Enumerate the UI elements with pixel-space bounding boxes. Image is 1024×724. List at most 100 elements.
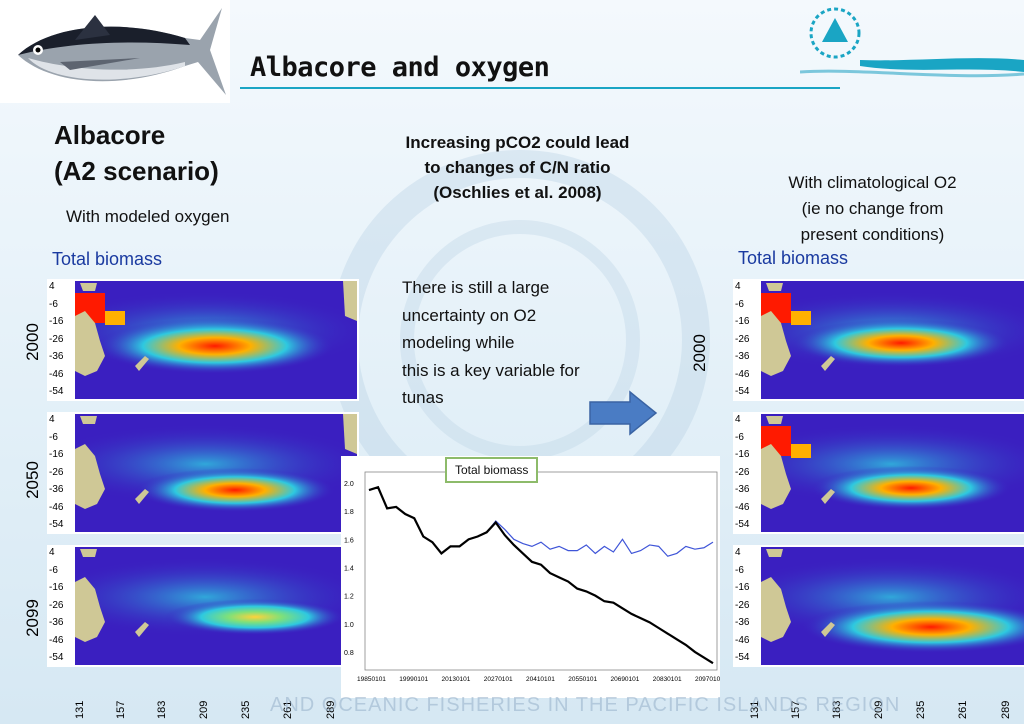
y-tick-label: 0.8 — [344, 650, 354, 657]
right-subtitle: With climatological O2 (ie no change fro… — [760, 170, 985, 248]
y-tick: -26 — [735, 599, 750, 611]
y-tick: -6 — [735, 564, 744, 576]
x-tick-label: 19850101 — [357, 676, 386, 683]
y-tick: -46 — [735, 634, 750, 646]
y-tick-label: 1.0 — [344, 622, 354, 629]
y-tick: -6 — [735, 431, 744, 443]
y-tick: -6 — [49, 564, 58, 576]
y-tick-label: 1.6 — [344, 537, 354, 544]
y-tick: -54 — [735, 652, 750, 663]
y-tick: 4 — [735, 281, 741, 292]
plot-frame — [364, 471, 718, 671]
y-tick: -26 — [49, 599, 64, 611]
x-tick: 235 — [915, 700, 927, 719]
heading-line-1: Albacore — [54, 120, 166, 150]
biomass-chart-svg: 2.0 1.8 1.6 1.4 1.2 1.0 0.8 19850101 19990101 201… — [344, 471, 724, 683]
y-tick: -46 — [49, 501, 64, 513]
x-tick-label: 20130101 — [441, 676, 470, 683]
y-tick: -36 — [735, 617, 750, 628]
biomass-line-chart: 2.0 1.8 1.6 1.4 1.2 1.0 0.8 19850101 19990101 201… — [341, 456, 724, 698]
biomass-map-panel: 4 -6 -16 -26 -36 -46 -54 — [47, 279, 359, 401]
uncertainty-line-1: There is still a large — [402, 278, 550, 297]
y-tick: -54 — [735, 386, 750, 397]
y-tick: -36 — [735, 484, 750, 495]
note-line-1: Increasing pCO2 could lead — [405, 133, 630, 152]
y-tick: 4 — [735, 414, 741, 425]
y-tick: 4 — [49, 547, 55, 558]
x-tick-label: 19990101 — [399, 676, 428, 683]
year-label-right-2000: 2000 — [689, 334, 709, 372]
y-tick: -54 — [49, 386, 64, 397]
uncertainty-line-4: this is a key variable for — [402, 360, 580, 380]
right-arrow-icon — [588, 390, 658, 441]
y-tick: -54 — [49, 519, 64, 530]
note-line-3: (Oschlies et al. 2008) — [433, 183, 602, 202]
x-tick: 131 — [74, 700, 86, 719]
year-label-left-2099: 2099 — [22, 599, 42, 637]
y-tick: -26 — [735, 466, 750, 478]
x-tick-label: 20550101 — [568, 676, 597, 683]
x-tick-label: 20830101 — [653, 676, 682, 683]
x-tick: 289 — [1000, 700, 1012, 719]
right-subtitle-line-2: (ie no change from — [801, 199, 944, 218]
biomass-map-panel: 4 -6 -16 -26 -36 -46 -54 — [47, 545, 359, 667]
heading-line-2: (A2 scenario) — [54, 156, 219, 186]
y-tick: -26 — [49, 333, 64, 345]
species-heading: Albacore (A2 scenario) — [54, 117, 219, 189]
heatmap-svg — [75, 414, 357, 532]
y-tick: -16 — [735, 316, 750, 327]
y-tick: 4 — [49, 281, 55, 292]
y-tick: -16 — [49, 316, 64, 327]
y-tick: 4 — [49, 414, 55, 425]
y-tick: -36 — [735, 351, 750, 362]
y-tick: -46 — [735, 501, 750, 513]
left-subtitle: With modeled oxygen — [66, 207, 230, 226]
y-tick: 4 — [735, 547, 741, 558]
y-tick: -16 — [735, 449, 750, 460]
y-tick: -6 — [735, 298, 744, 310]
slide-title: Albacore and oxygen — [250, 52, 550, 83]
x-tick-label: 20970101 — [695, 676, 720, 683]
y-tick: -36 — [49, 351, 64, 362]
year-label-left-2000: 2000 — [22, 323, 42, 361]
y-tick: -26 — [49, 466, 64, 478]
y-tick: -46 — [49, 368, 64, 380]
right-subtitle-line-1: With climatological O2 — [788, 173, 957, 192]
footer-text: AND OCEANIC FISHERIES IN THE PACIFIC ISL… — [270, 694, 901, 716]
y-tick: -46 — [49, 634, 64, 646]
y-tick: -46 — [735, 368, 750, 380]
y-tick: -54 — [735, 519, 750, 530]
spc-logo — [799, 0, 1024, 80]
x-tick: 261 — [957, 700, 969, 719]
x-tick-label: 20270101 — [484, 676, 513, 683]
heatmap-svg — [761, 281, 1024, 399]
y-tick: -16 — [735, 582, 750, 593]
note-line-2: to changes of C/N ratio — [424, 158, 611, 177]
tuna-image — [0, 0, 230, 103]
y-tick-label: 1.8 — [344, 509, 354, 516]
biomass-map-panel: 4 -6 -16 -26 -36 -46 -54 — [733, 279, 1024, 401]
pco2-note: Increasing pCO2 could lead to changes of… — [375, 130, 660, 205]
y-tick: -54 — [49, 652, 64, 663]
uncertainty-line-5: tunas — [402, 388, 444, 407]
heatmap-svg — [761, 414, 1024, 532]
y-tick-label: 1.2 — [344, 594, 354, 601]
heatmap-svg — [761, 547, 1024, 665]
left-panel-label: Total biomass — [52, 249, 163, 269]
y-tick: -16 — [49, 449, 64, 460]
uncertainty-note: There is still a large uncertainty on O2… — [402, 274, 580, 412]
biomass-map-panel: 4 -6 -16 -26 -36 -46 -54 — [47, 412, 359, 534]
y-tick: -26 — [735, 333, 750, 345]
uncertainty-line-3: modeling while — [402, 333, 515, 352]
x-tick-label: 20690101 — [610, 676, 639, 683]
biomass-map-panel: 4 -6 -16 -26 -36 -46 -54 — [733, 545, 1024, 667]
y-tick: -36 — [49, 617, 64, 628]
right-subtitle-line-3: present conditions) — [800, 225, 945, 244]
chart-legend-box: Total biomass — [445, 457, 539, 483]
heatmap-svg — [75, 547, 357, 665]
x-tick-label: 20410101 — [526, 676, 555, 683]
series-line-modeled — [368, 485, 714, 665]
x-tick: 183 — [156, 700, 168, 719]
y-tick: -36 — [49, 484, 64, 495]
y-tick-label: 2.0 — [344, 481, 354, 488]
